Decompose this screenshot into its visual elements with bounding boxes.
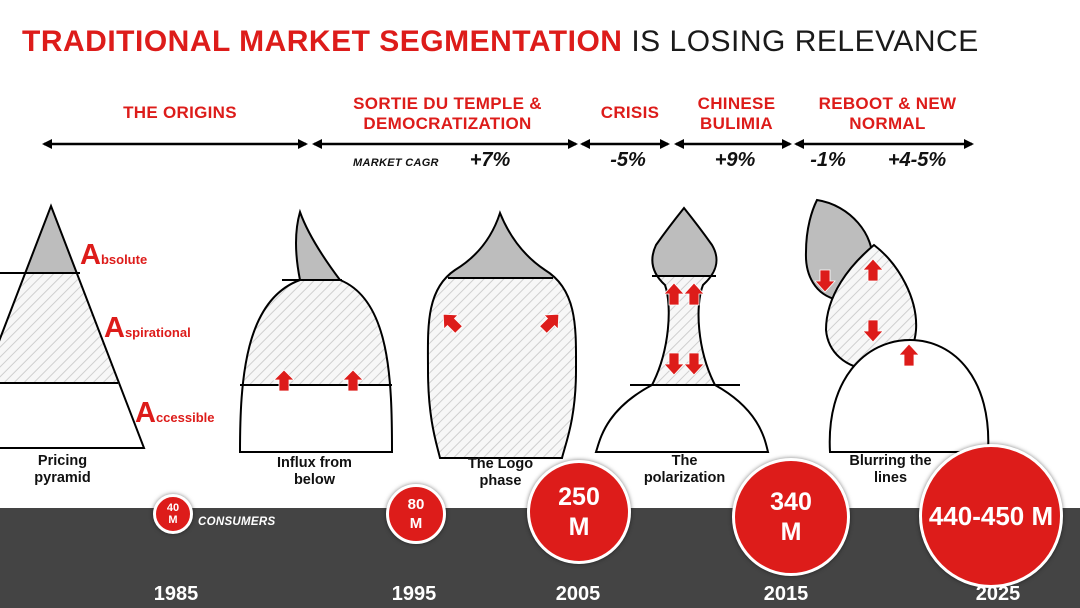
year-label: 2025 (975, 583, 1021, 605)
up-arrow-icon (273, 369, 295, 392)
up-arrow-icon (683, 282, 705, 306)
year-label: 1995 (391, 583, 437, 605)
year-label: 2015 (763, 583, 809, 605)
cagr-value: -1% (810, 149, 846, 171)
consumers-circle-1995: 80 M (386, 484, 446, 544)
up-arrow-icon (898, 343, 920, 367)
consumers-label: CONSUMERS (198, 516, 276, 528)
title-highlight: TRADITIONAL MARKET SEGMENTATION (22, 25, 623, 58)
diagonal-arrow-icon (539, 313, 560, 334)
flow-arrows (273, 258, 920, 392)
segment-absolute: Absolute (80, 239, 148, 271)
down-arrow-icon (663, 352, 685, 376)
down-arrow-icon (814, 269, 836, 293)
cagr-value: +7% (469, 149, 511, 171)
consumers-circle-1985: 40 M (153, 494, 193, 534)
caption-pricing-pyramid: Pricing pyramid (34, 453, 91, 486)
page-title: TRADITIONAL MARKET SEGMENTATION IS LOSIN… (22, 24, 979, 60)
polarization-shape (596, 208, 768, 452)
caption-influx: Influx from below (277, 455, 352, 488)
diagonal-arrow-icon (442, 313, 463, 334)
caption-blurring: Blurring the lines (849, 453, 932, 486)
phase-chinese-bulimia: CHINESE BULIMIA (697, 94, 776, 133)
cagr-value: +4-5% (887, 149, 947, 171)
segment-aspirational: Aspirational (104, 312, 191, 344)
down-arrow-icon (683, 352, 705, 376)
segment-accessible: Accessible (135, 397, 215, 429)
up-arrow-icon (342, 369, 364, 392)
phase-democratization: SORTIE DU TEMPLE & DEMOCRATIZATION (353, 94, 542, 133)
blurring-shape (804, 198, 990, 453)
caption-logo-phase: The Logo phase (467, 456, 534, 489)
consumers-circle-2005: 250 M (527, 460, 631, 564)
down-arrow-icon (862, 319, 884, 343)
phase-origins: THE ORIGINS (123, 103, 237, 122)
phase-crisis: CRISIS (600, 103, 660, 122)
market-cagr-label: MARKET CAGR (353, 157, 439, 169)
consumers-circle-2015: 340 M (732, 458, 850, 576)
consumers-circle-2025: 440-450 M (919, 444, 1063, 588)
up-arrow-icon (862, 258, 884, 282)
phase-reboot: REBOOT & NEW NORMAL (818, 94, 957, 133)
cagr-value: +9% (714, 149, 756, 171)
up-arrow-icon (663, 282, 685, 306)
logo-shape (427, 213, 577, 458)
caption-polarization: The polarization (643, 453, 726, 486)
year-label: 2005 (555, 583, 601, 605)
year-label: 1985 (153, 583, 199, 605)
cagr-value: -5% (610, 149, 646, 171)
title-rest: IS LOSING RELEVANCE (631, 25, 979, 58)
